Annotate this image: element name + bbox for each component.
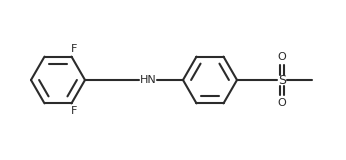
Text: F: F bbox=[71, 106, 78, 116]
Text: HN: HN bbox=[140, 75, 156, 85]
Text: O: O bbox=[277, 98, 286, 108]
Text: S: S bbox=[278, 73, 286, 87]
Text: F: F bbox=[71, 44, 78, 54]
Text: O: O bbox=[277, 52, 286, 62]
